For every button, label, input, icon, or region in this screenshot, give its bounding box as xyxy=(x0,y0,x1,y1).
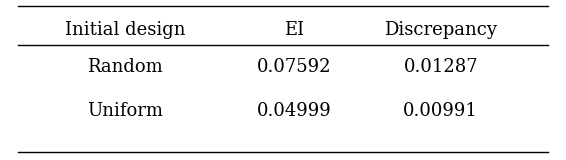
Text: Discrepancy: Discrepancy xyxy=(384,21,497,39)
Text: Uniform: Uniform xyxy=(87,102,164,120)
Text: EI: EI xyxy=(284,21,305,39)
Text: 0.01287: 0.01287 xyxy=(404,58,478,76)
Text: 0.07592: 0.07592 xyxy=(257,58,332,76)
Text: Initial design: Initial design xyxy=(65,21,186,39)
Text: 0.04999: 0.04999 xyxy=(257,102,332,120)
Text: Random: Random xyxy=(87,58,163,76)
Text: 0.00991: 0.00991 xyxy=(403,102,478,120)
